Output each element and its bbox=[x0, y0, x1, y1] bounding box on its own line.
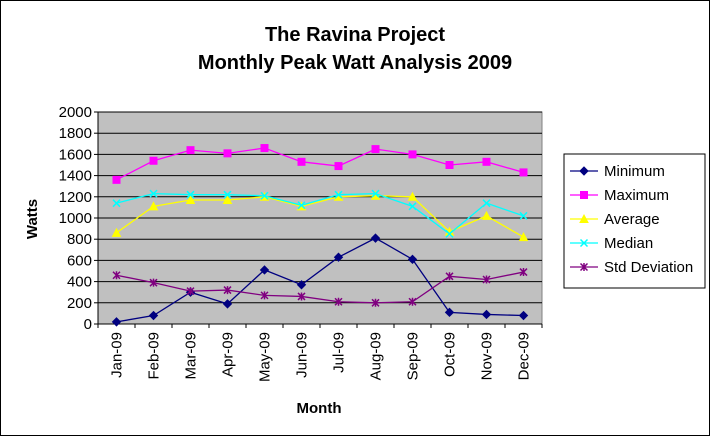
chart-title-line1: The Ravina Project bbox=[265, 24, 445, 46]
data-point-average bbox=[222, 194, 233, 204]
series-line-minimum bbox=[116, 237, 524, 323]
data-point-minimum bbox=[518, 310, 529, 321]
x-tick-label: Feb-09 bbox=[146, 332, 163, 380]
data-point-median bbox=[186, 190, 195, 199]
data-point-std-deviation bbox=[519, 268, 528, 277]
data-point-std-deviation bbox=[112, 271, 121, 280]
y-tick-label: 600 bbox=[67, 252, 92, 269]
y-tick-label: 2000 bbox=[59, 104, 92, 121]
y-axis-title: Watts bbox=[24, 199, 41, 239]
x-axis-title: Month bbox=[297, 400, 342, 417]
data-point-median bbox=[408, 202, 417, 211]
data-point-maximum bbox=[149, 156, 158, 165]
data-point-average bbox=[518, 232, 529, 242]
x-tick-label: Apr-09 bbox=[220, 332, 237, 377]
legend-label-median: Median bbox=[604, 235, 653, 252]
data-point-median bbox=[371, 189, 380, 198]
y-tick-label: 1600 bbox=[59, 146, 92, 163]
y-tick-label: 400 bbox=[67, 274, 92, 291]
data-point-minimum bbox=[296, 280, 307, 290]
data-point-minimum bbox=[259, 265, 270, 275]
data-point-median bbox=[149, 189, 158, 198]
y-tick-label: 0 bbox=[84, 316, 92, 333]
x-tick-label: Oct-09 bbox=[442, 332, 459, 377]
legend-marker-maximum bbox=[580, 191, 588, 199]
x-tick-label: Sep-09 bbox=[405, 332, 422, 380]
y-tick-label: 800 bbox=[67, 231, 92, 248]
series-line-median bbox=[116, 192, 524, 235]
y-tick-label: 1200 bbox=[59, 189, 92, 206]
legend-label-std-deviation: Std Deviation bbox=[604, 259, 693, 276]
data-point-maximum bbox=[482, 157, 491, 166]
legend-label-minimum: Minimum bbox=[604, 163, 665, 180]
data-point-minimum bbox=[444, 307, 455, 318]
x-tick-label: Nov-09 bbox=[479, 332, 496, 380]
legend-marker-std-deviation bbox=[579, 262, 589, 272]
data-point-minimum bbox=[370, 233, 381, 243]
data-point-minimum bbox=[481, 309, 492, 320]
y-tick-label: 200 bbox=[67, 295, 92, 312]
x-tick-label: Jul-09 bbox=[331, 332, 348, 373]
data-point-std-deviation bbox=[223, 286, 232, 295]
data-point-average bbox=[481, 210, 492, 220]
data-point-median bbox=[519, 211, 528, 220]
data-point-maximum bbox=[334, 162, 343, 171]
data-point-maximum bbox=[297, 157, 306, 166]
x-tick-label: May-09 bbox=[257, 332, 274, 382]
data-point-std-deviation bbox=[482, 275, 491, 284]
data-point-maximum bbox=[371, 145, 380, 154]
series-line-std-deviation bbox=[116, 271, 524, 304]
data-point-std-deviation bbox=[149, 278, 158, 287]
data-point-median bbox=[260, 191, 269, 200]
data-point-maximum bbox=[223, 149, 232, 158]
data-point-median bbox=[482, 199, 491, 208]
data-point-average bbox=[111, 227, 122, 237]
legend-marker-minimum bbox=[579, 166, 589, 176]
data-point-median bbox=[445, 229, 454, 238]
data-point-maximum bbox=[408, 150, 417, 159]
legend-label-average: Average bbox=[604, 211, 660, 228]
y-tick-label: 1400 bbox=[59, 168, 92, 185]
legend: Minimum Maximum Average Median Std Deviation bbox=[563, 153, 706, 289]
x-tick-label: Mar-09 bbox=[183, 332, 200, 380]
x-tick-label: Aug-09 bbox=[368, 332, 385, 380]
data-point-maximum bbox=[186, 146, 195, 155]
legend-marker-average bbox=[579, 213, 589, 223]
data-point-maximum bbox=[445, 161, 454, 169]
data-point-average bbox=[407, 191, 418, 201]
data-point-std-deviation bbox=[260, 291, 269, 300]
data-point-maximum bbox=[519, 168, 528, 177]
data-point-minimum bbox=[111, 317, 122, 327]
data-point-maximum bbox=[112, 175, 121, 184]
x-tick-label: Jan-09 bbox=[109, 332, 126, 378]
legend-label-maximum: Maximum bbox=[604, 187, 669, 204]
y-tick-label: 1800 bbox=[59, 125, 92, 142]
data-point-minimum bbox=[333, 252, 344, 262]
data-point-average bbox=[185, 194, 196, 204]
data-point-maximum bbox=[260, 144, 269, 153]
legend-marker-median bbox=[579, 238, 589, 248]
series-line-maximum bbox=[116, 147, 524, 181]
data-point-minimum bbox=[148, 310, 159, 321]
data-point-std-deviation bbox=[297, 292, 306, 301]
data-point-average bbox=[148, 201, 159, 211]
data-point-minimum bbox=[222, 299, 233, 309]
data-point-median bbox=[334, 190, 343, 199]
data-point-median bbox=[297, 201, 306, 210]
data-point-std-deviation bbox=[371, 298, 380, 307]
x-tick-label: Jun-09 bbox=[294, 332, 311, 378]
chart-title-line2: Monthly Peak Watt Analysis 2009 bbox=[198, 52, 512, 74]
data-point-minimum bbox=[407, 254, 418, 265]
data-point-median bbox=[112, 199, 121, 208]
x-tick-label: Dec-09 bbox=[516, 332, 533, 380]
data-point-std-deviation bbox=[334, 297, 343, 306]
data-point-std-deviation bbox=[408, 297, 417, 306]
data-point-median bbox=[223, 190, 232, 199]
data-point-std-deviation bbox=[445, 272, 454, 281]
y-tick-label: 1000 bbox=[59, 210, 92, 227]
data-point-std-deviation bbox=[186, 287, 195, 296]
